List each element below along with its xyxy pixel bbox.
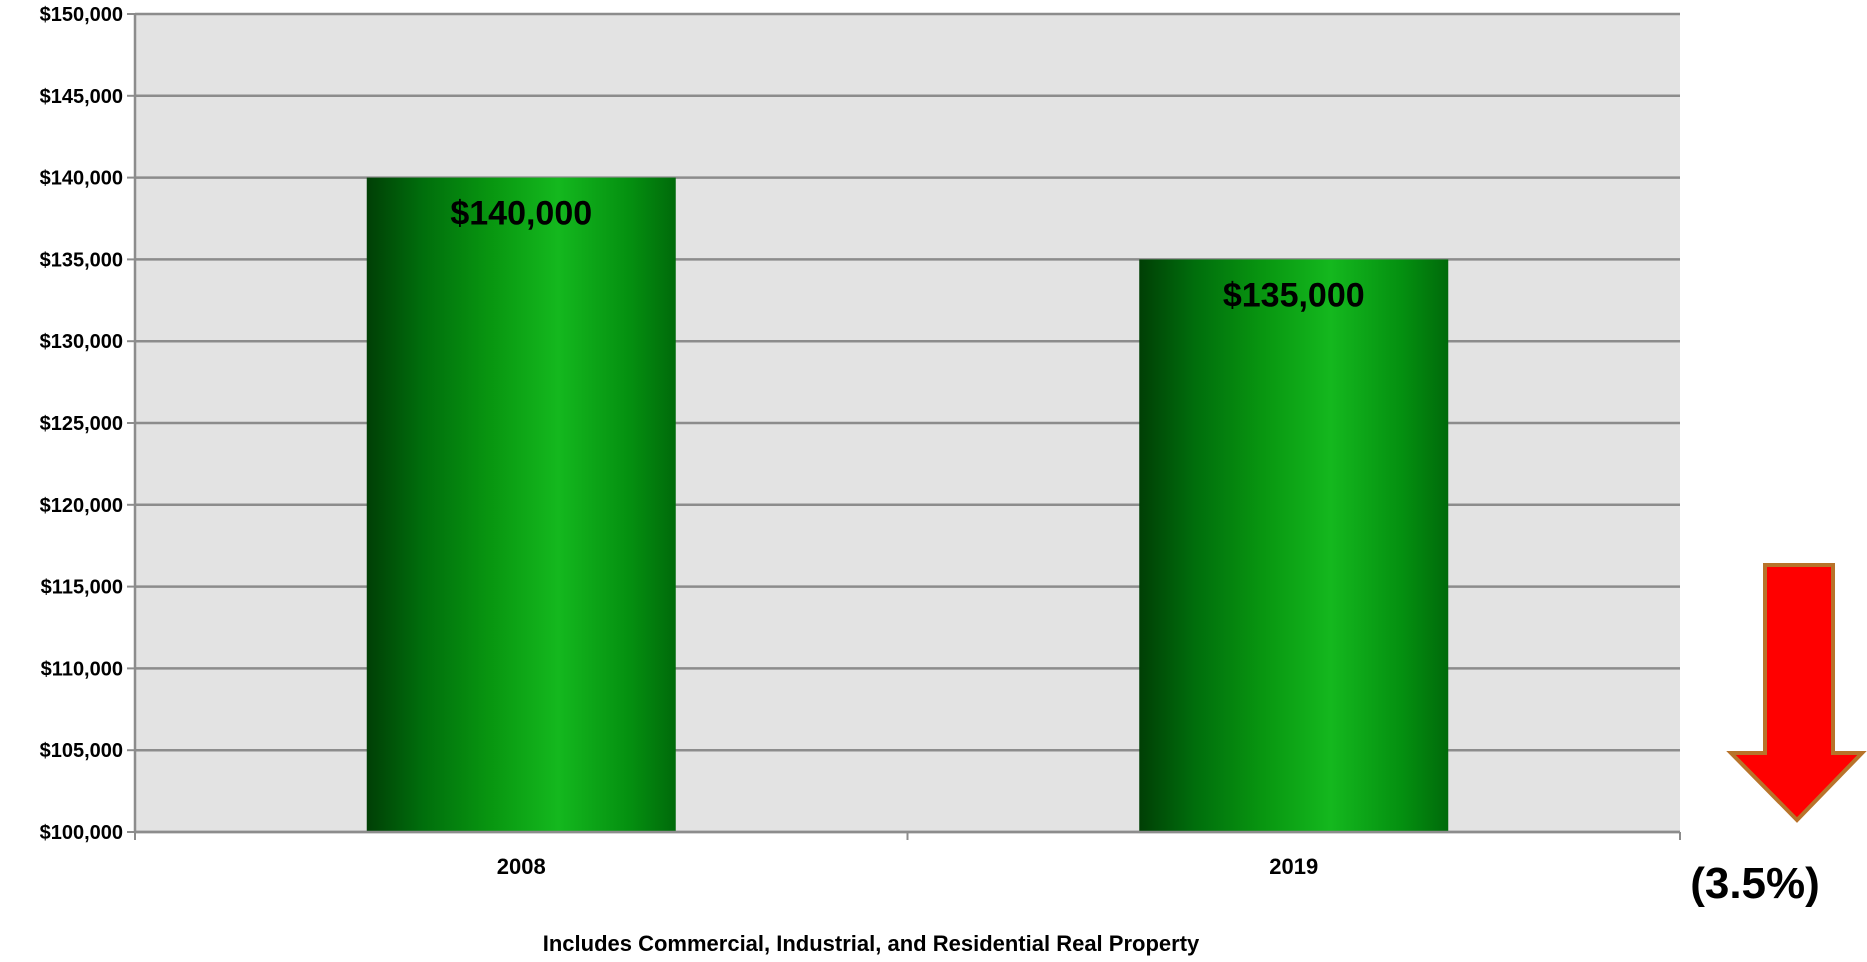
data-labels: $140,000 $135,000: [450, 195, 1364, 315]
y-tick-label: $140,000: [40, 168, 123, 190]
x-tick-label: 2019: [1269, 854, 1318, 879]
y-axis-ticks: $100,000 $105,000 $110,000 $115,000 $120,000…: [40, 4, 123, 844]
x-axis-ticks: 2008 2019: [497, 854, 1318, 879]
y-tick-label: $115,000: [41, 577, 123, 599]
y-tick-label: $125,000: [40, 413, 123, 435]
y-tick-label: $150,000: [40, 4, 123, 26]
y-tick-label: $100,000: [40, 822, 123, 844]
down-arrow-icon: [1726, 563, 1867, 823]
bar-2008: [366, 177, 676, 833]
axes: [133, 14, 1681, 840]
percent-change-label: (3.5%): [1690, 859, 1820, 908]
bars: [366, 177, 1449, 833]
y-tick-label: $135,000: [40, 249, 123, 271]
y-tick-label: $120,000: [40, 495, 123, 517]
y-tick-label: $145,000: [40, 86, 123, 108]
y-tick-label: $105,000: [40, 740, 123, 762]
data-label: $135,000: [1223, 276, 1365, 314]
y-tick-label: $130,000: [40, 331, 123, 353]
x-tick-label: 2008: [497, 854, 546, 879]
data-label: $140,000: [450, 195, 592, 233]
bar-2019: [1139, 259, 1449, 832]
y-tick-label: $110,000: [41, 658, 123, 680]
footnote: Includes Commercial, Industrial, and Res…: [543, 931, 1200, 956]
